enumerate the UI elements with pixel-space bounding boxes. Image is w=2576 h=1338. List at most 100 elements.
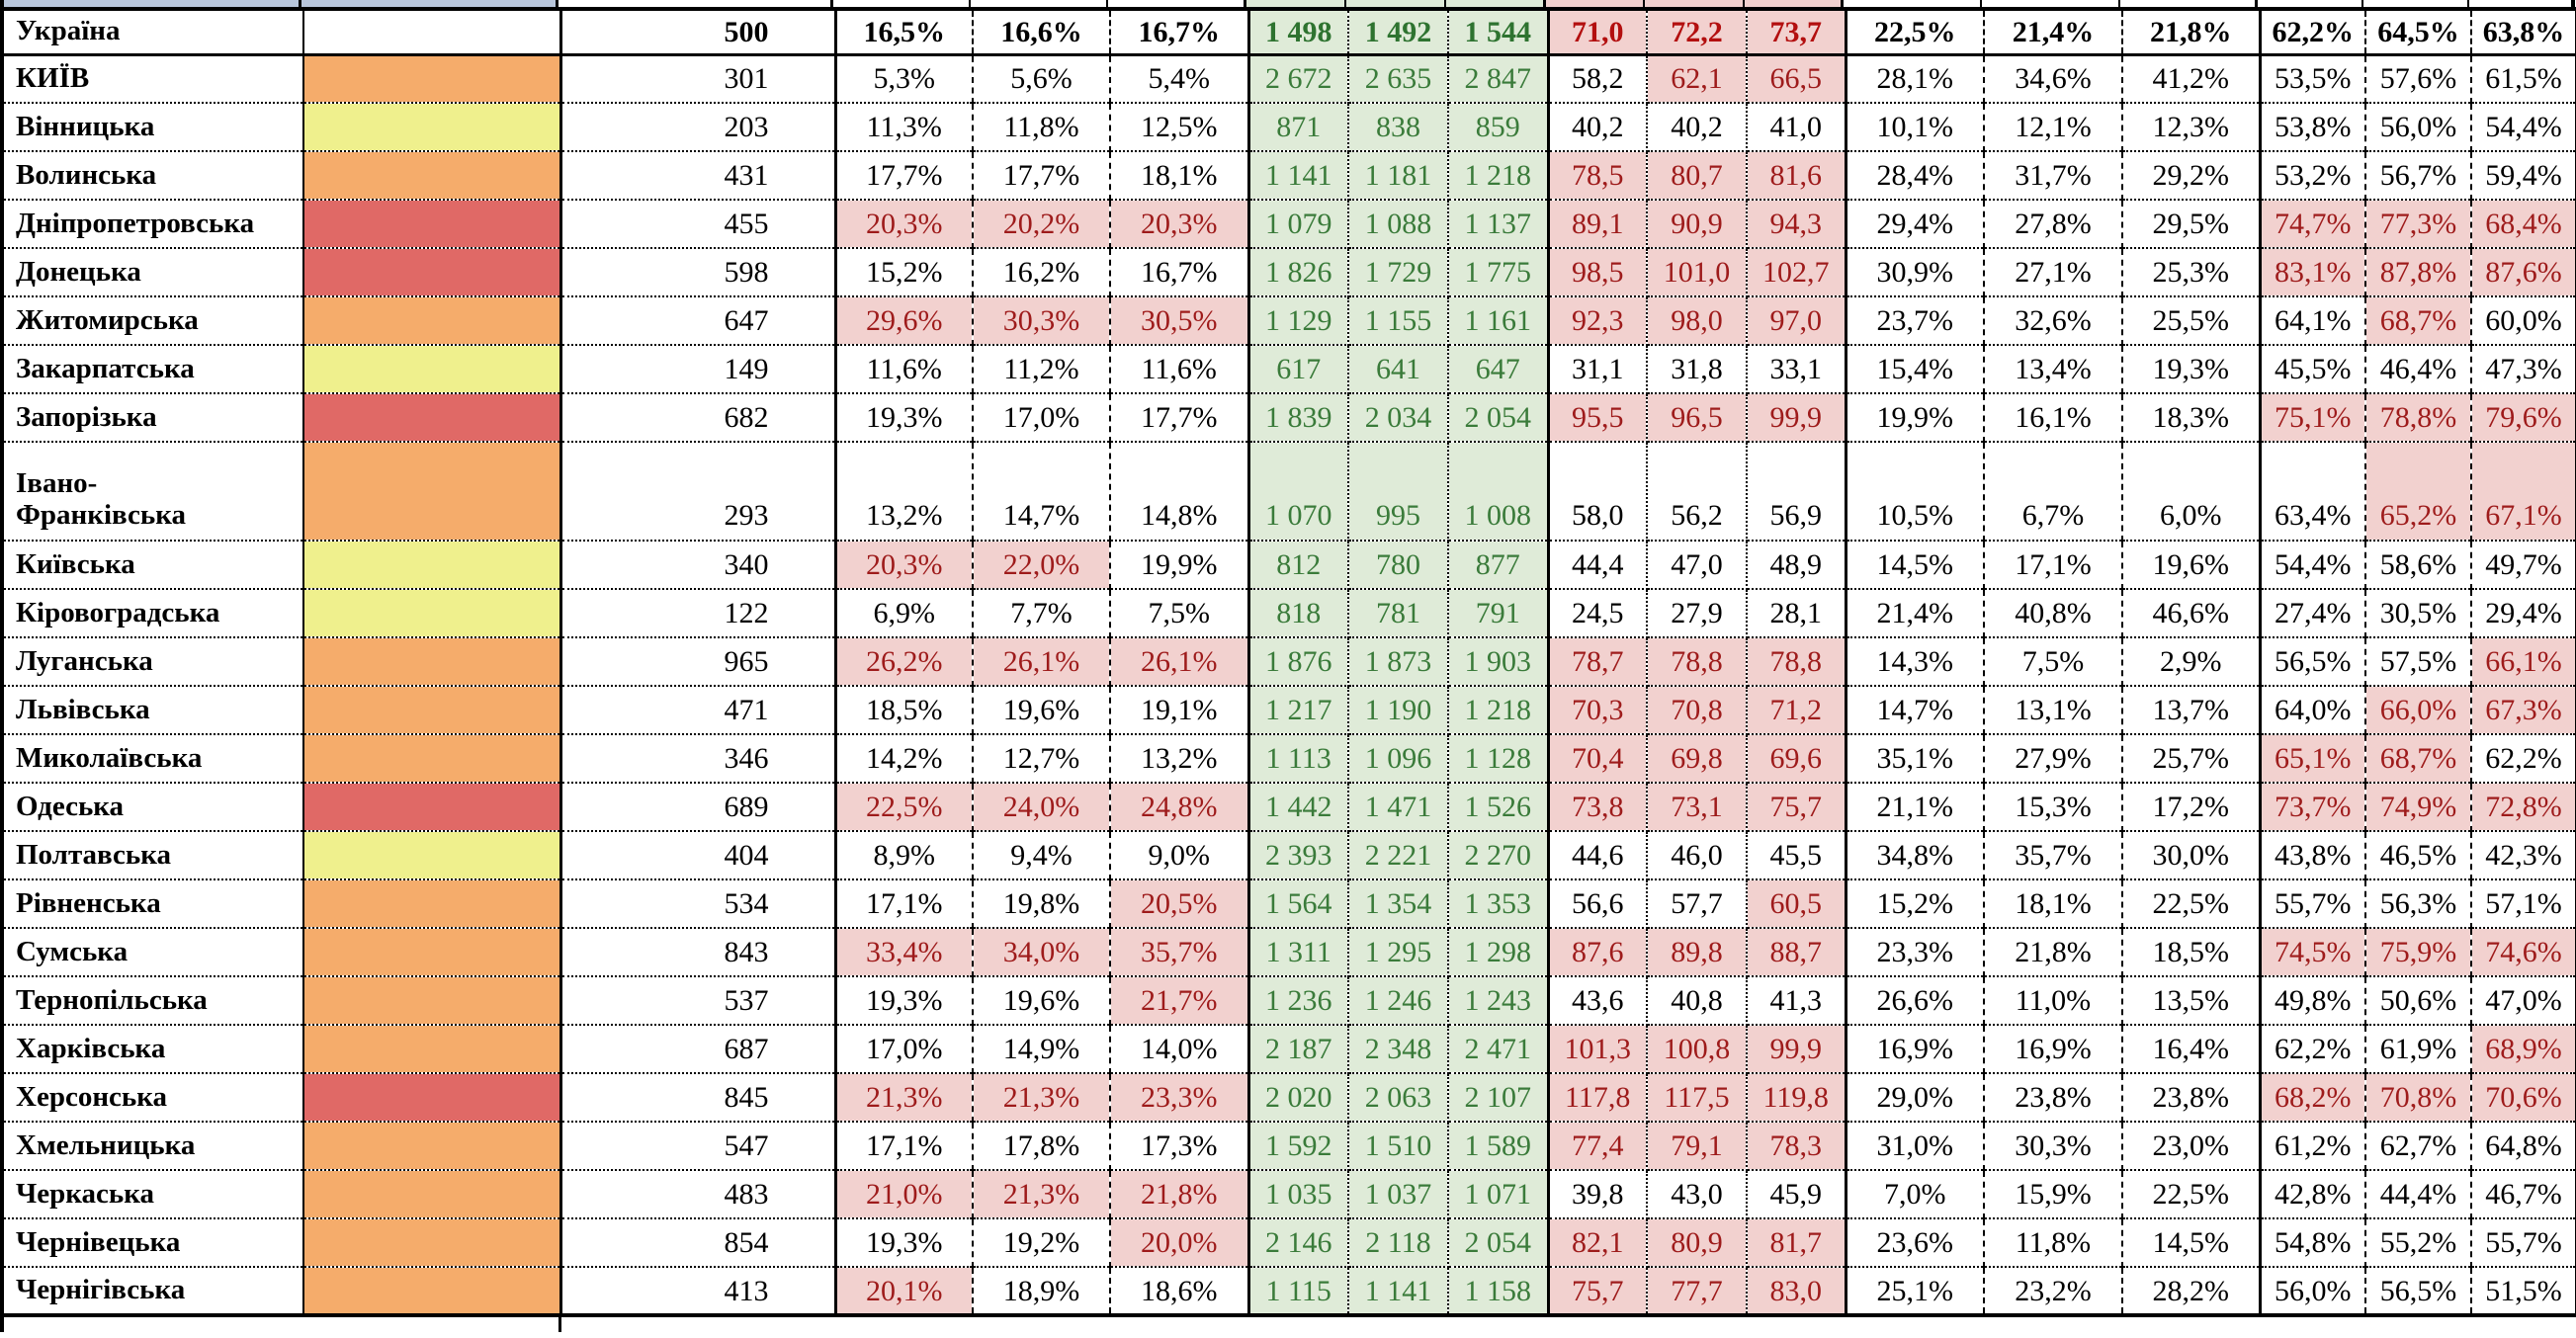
rate-cell[interactable]: 40,2 [1548,103,1648,152]
green-count-cell[interactable]: 1 218 [1448,686,1550,735]
rate-cell[interactable]: 78,3 [1747,1122,1847,1171]
pct-group3-cell[interactable]: 63,4% [2260,442,2366,542]
green-count-cell[interactable]: 1 128 [1448,734,1550,784]
pct-group1-cell[interactable]: 18,6% [1110,1267,1250,1317]
green-count-cell[interactable]: 1 729 [1348,248,1449,297]
region-name-cell[interactable]: Івано- Франківська [0,442,304,542]
pct-group3-cell[interactable]: 62,7% [2365,1122,2472,1171]
value-cell[interactable]: 483 [560,1170,837,1219]
rate-cell[interactable]: 48,9 [1747,541,1847,590]
region-color-cell[interactable] [303,151,562,201]
green-count-cell[interactable]: 780 [1348,541,1449,590]
pct-group1-cell[interactable]: 9,0% [1110,831,1250,880]
region-name-cell[interactable]: Дніпропетровська [0,200,304,249]
value-cell[interactable]: 301 [560,54,837,104]
pct-group1-cell[interactable]: 17,0% [973,393,1111,443]
region-color-cell[interactable] [303,200,562,249]
pct-group1-cell[interactable]: 17,0% [835,1025,974,1074]
green-count-cell[interactable]: 1 839 [1248,393,1349,443]
pct-group1-cell[interactable]: 16,5% [835,7,974,56]
rate-cell[interactable]: 81,6 [1747,151,1847,201]
pct-group1-cell[interactable]: 17,1% [835,879,974,929]
pct-group3-cell[interactable]: 30,5% [2365,589,2472,638]
pct-group3-cell[interactable]: 83,1% [2260,248,2366,297]
green-count-cell[interactable]: 617 [1248,345,1349,394]
rate-cell[interactable]: 71,2 [1747,686,1847,735]
rate-cell[interactable]: 40,2 [1647,103,1748,152]
pct-group2-cell[interactable]: 23,6% [1846,1218,1985,1268]
value-cell[interactable]: 471 [560,686,837,735]
pct-group3-cell[interactable]: 44,4% [2365,1170,2472,1219]
pct-group3-cell[interactable]: 87,8% [2365,248,2472,297]
pct-group1-cell[interactable]: 17,8% [973,1122,1111,1171]
green-count-cell[interactable]: 1 070 [1248,442,1349,542]
value-cell[interactable]: 413 [560,1267,837,1317]
pct-group3-cell[interactable]: 62,2% [2260,1025,2366,1074]
pct-group1-cell[interactable]: 16,7% [1110,248,1250,297]
green-count-cell[interactable]: 2 146 [1248,1218,1349,1268]
region-color-cell[interactable] [303,1170,562,1219]
pct-group1-cell[interactable]: 11,8% [973,103,1111,152]
green-count-cell[interactable]: 2 187 [1248,1025,1349,1074]
pct-group1-cell[interactable]: 15,2% [835,248,974,297]
green-count-cell[interactable]: 791 [1448,589,1550,638]
region-name-cell[interactable]: Миколаївська [0,734,304,784]
region-color-cell[interactable] [303,54,562,104]
pct-group2-cell[interactable]: 12,1% [1984,103,2123,152]
green-count-cell[interactable]: 2 063 [1348,1073,1449,1123]
value-cell[interactable]: 537 [560,976,837,1026]
rate-cell[interactable]: 41,3 [1747,976,1847,1026]
pct-group2-cell[interactable]: 15,3% [1984,783,2123,832]
green-count-cell[interactable]: 1 471 [1348,783,1449,832]
value-cell[interactable]: 149 [560,345,837,394]
green-count-cell[interactable]: 1 298 [1448,928,1550,977]
green-count-cell[interactable]: 2 221 [1348,831,1449,880]
pct-group1-cell[interactable]: 18,5% [835,686,974,735]
green-count-cell[interactable]: 2 054 [1448,393,1550,443]
value-cell[interactable]: 346 [560,734,837,784]
value-cell[interactable]: 598 [560,248,837,297]
rate-cell[interactable]: 89,1 [1548,200,1648,249]
pct-group2-cell[interactable]: 23,3% [1846,928,1985,977]
pct-group2-cell[interactable]: 21,1% [1846,783,1985,832]
pct-group1-cell[interactable]: 21,3% [835,1073,974,1123]
pct-group1-cell[interactable]: 33,4% [835,928,974,977]
value-cell[interactable]: 689 [560,783,837,832]
rate-cell[interactable]: 98,0 [1647,296,1748,346]
pct-group2-cell[interactable]: 21,8% [1984,928,2123,977]
rate-cell[interactable]: 78,5 [1548,151,1648,201]
pct-group3-cell[interactable]: 68,7% [2365,734,2472,784]
pct-group1-cell[interactable]: 19,3% [835,393,974,443]
pct-group1-cell[interactable]: 18,9% [973,1267,1111,1317]
pct-group1-cell[interactable]: 21,7% [1110,976,1250,1026]
pct-group1-cell[interactable]: 26,2% [835,637,974,687]
value-cell[interactable]: 687 [560,1025,837,1074]
pct-group3-cell[interactable]: 55,7% [2471,1218,2576,1268]
pct-group2-cell[interactable]: 21,4% [1984,7,2123,56]
pct-group2-cell[interactable]: 13,5% [2122,976,2262,1026]
pct-group1-cell[interactable]: 14,9% [973,1025,1111,1074]
region-color-cell[interactable] [303,686,562,735]
region-color-cell[interactable] [303,296,562,346]
pct-group1-cell[interactable]: 12,7% [973,734,1111,784]
rate-cell[interactable]: 78,8 [1747,637,1847,687]
pct-group2-cell[interactable]: 7,0% [1846,1170,1985,1219]
pct-group3-cell[interactable]: 56,5% [2260,637,2366,687]
pct-group3-cell[interactable]: 54,4% [2471,103,2576,152]
rate-cell[interactable]: 80,9 [1647,1218,1748,1268]
pct-group3-cell[interactable]: 56,5% [2365,1267,2472,1317]
pct-group2-cell[interactable]: 16,1% [1984,393,2123,443]
pct-group2-cell[interactable]: 23,8% [2122,1073,2262,1123]
region-name-cell[interactable]: Рівненська [0,879,304,929]
pct-group3-cell[interactable]: 78,8% [2365,393,2472,443]
rate-cell[interactable]: 92,3 [1548,296,1648,346]
pct-group3-cell[interactable]: 55,2% [2365,1218,2472,1268]
pct-group1-cell[interactable]: 19,2% [973,1218,1111,1268]
rate-cell[interactable]: 66,5 [1747,54,1847,104]
pct-group1-cell[interactable]: 22,0% [973,541,1111,590]
pct-group2-cell[interactable]: 27,1% [1984,248,2123,297]
pct-group2-cell[interactable]: 15,2% [1846,879,1985,929]
pct-group1-cell[interactable]: 20,0% [1110,1218,1250,1268]
pct-group2-cell[interactable]: 18,5% [2122,928,2262,977]
green-count-cell[interactable]: 877 [1448,541,1550,590]
